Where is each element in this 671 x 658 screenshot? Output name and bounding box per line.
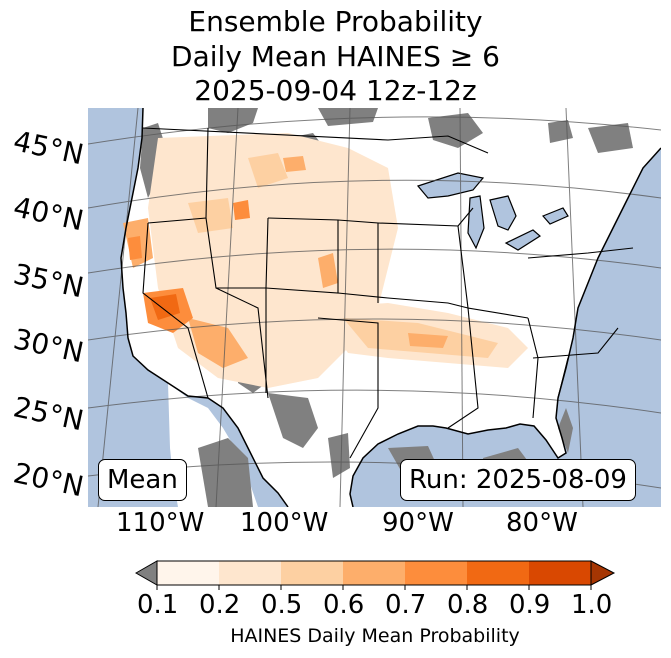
colorbar-tick-label-0.6: 0.6 (323, 590, 365, 620)
map-frame (88, 108, 661, 507)
coastline (120, 108, 661, 507)
probability-shading (123, 133, 528, 388)
run-date-label: Run: 2025-08-09 (400, 459, 636, 501)
lat-label-45n: 45°N (10, 124, 87, 172)
title-line-3: 2025-09-04 12z-12z (194, 74, 477, 107)
lat-label-20n: 20°N (10, 456, 87, 504)
lat-label-35n: 35°N (10, 257, 87, 305)
colorbar-bin-6 (467, 561, 529, 585)
colorbar-bin-7 (529, 561, 591, 585)
colorbar-bin-4 (343, 561, 405, 585)
colorbar-tick-label-0.9: 0.9 (509, 590, 551, 620)
lat-label-40n: 40°N (10, 190, 87, 238)
colorbar-bin-3 (281, 561, 343, 585)
colorbar (134, 560, 616, 590)
lon-label-100w: 100°W (240, 508, 329, 538)
statistic-label: Mean (98, 459, 187, 501)
map-canvas (88, 108, 661, 507)
colorbar-title: HAINES Daily Mean Probability (230, 625, 520, 647)
colorbar-bin-5 (405, 561, 467, 585)
lat-label-25n: 25°N (10, 390, 87, 438)
colorbar-under-arrow (134, 560, 158, 586)
title-line-2: Daily Mean HAINES ≥ 6 (171, 40, 500, 73)
lon-label-110w: 110°W (116, 508, 205, 538)
lon-label-90w: 90°W (382, 508, 454, 538)
colorbar-ticks (156, 585, 592, 590)
colorbar-over-arrow (590, 560, 616, 586)
colorbar-tick-label-1.0: 1.0 (571, 590, 613, 620)
lat-label-30n: 30°N (10, 322, 87, 370)
colorbar-bin-1 (157, 561, 219, 585)
state-borders (142, 127, 634, 459)
colorbar-tick-label-0.8: 0.8 (447, 590, 489, 620)
colorbar-tick-label-0.7: 0.7 (385, 590, 427, 620)
graticule (88, 108, 661, 507)
title-line-1: Ensemble Probability (188, 5, 483, 38)
lon-label-80w: 80°W (506, 508, 578, 538)
colorbar-tick-label-0.1: 0.1 (137, 590, 179, 620)
colorbar-tick-label-0.2: 0.2 (199, 590, 241, 620)
colorbar-outline (156, 560, 592, 586)
colorbar-bin-2 (219, 561, 281, 585)
colorbar-tick-label-0.5: 0.5 (261, 590, 303, 620)
